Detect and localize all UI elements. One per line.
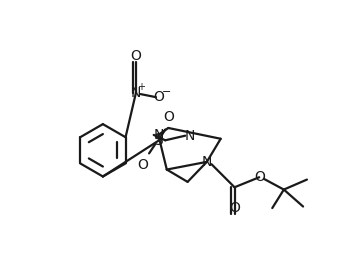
Text: N: N bbox=[131, 86, 141, 100]
Text: O: O bbox=[254, 170, 265, 184]
Text: N: N bbox=[153, 128, 164, 142]
Text: O: O bbox=[137, 158, 148, 172]
Text: O: O bbox=[164, 110, 175, 124]
Text: N: N bbox=[202, 155, 212, 169]
Text: O: O bbox=[131, 49, 142, 63]
Text: S: S bbox=[154, 133, 164, 148]
Text: O: O bbox=[154, 90, 165, 104]
Text: −: − bbox=[162, 87, 171, 97]
Text: +: + bbox=[137, 82, 145, 92]
Text: O: O bbox=[229, 201, 240, 215]
Text: N: N bbox=[185, 129, 195, 143]
